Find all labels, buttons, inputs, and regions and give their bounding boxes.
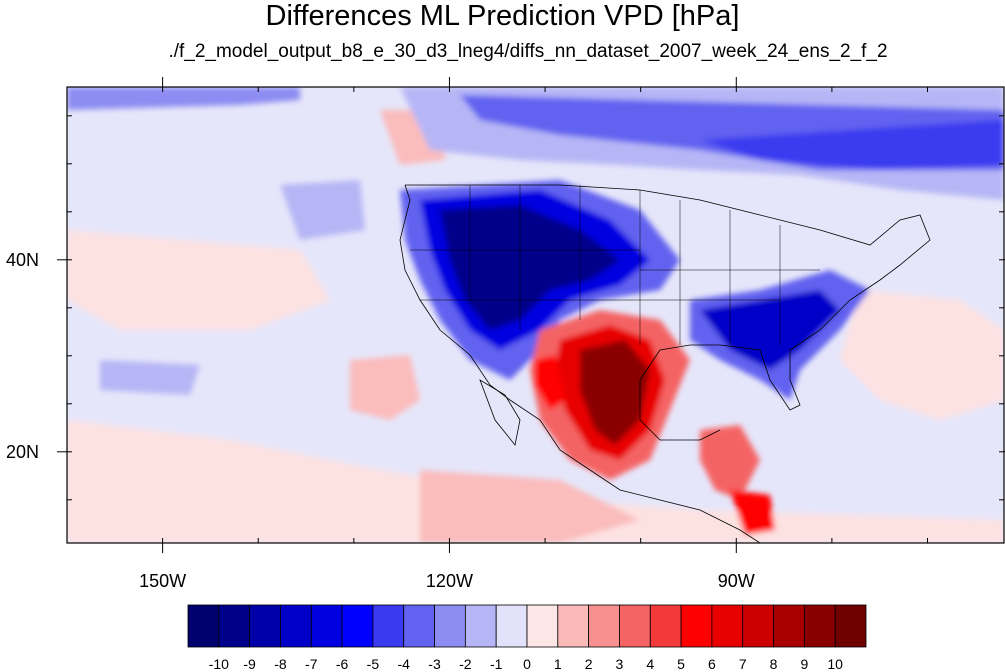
state-boundaries [410, 185, 820, 345]
lat-tick-label: 20N [6, 441, 40, 462]
map-field [67, 87, 1004, 543]
colorbar-box [526, 604, 559, 648]
coastline [399, 184, 931, 543]
colorbar-box [495, 604, 528, 648]
colorbar-box [557, 604, 590, 648]
colorbar-box [742, 604, 774, 648]
colorbar-box [803, 604, 836, 648]
lon-tick-label: 150W [139, 571, 187, 591]
lon-tick-label: 90W [717, 571, 755, 591]
lon-tick-label: 120W [425, 571, 473, 591]
colorbar-level-label: 3 [615, 656, 624, 672]
colorbar-level-label: 8 [769, 656, 778, 672]
colorbar-level-label: 10 [827, 656, 843, 672]
lat-tick-label: 40N [6, 249, 40, 270]
colorbar-level-label: -3 [428, 656, 441, 672]
map-frame [66, 86, 1005, 544]
colorbar-level-label: -7 [305, 656, 318, 672]
colorbar-level-label: -4 [397, 656, 410, 672]
map-subtitle: ./f_2_model_output_b8_e_30_d3_lneg4/diff… [168, 41, 888, 62]
colorbar-level-label: -6 [335, 656, 349, 672]
colorbar-box [187, 604, 220, 648]
colorbar-box [372, 604, 405, 648]
colorbar-level-label: 1 [553, 656, 562, 672]
colorbar-box [218, 604, 251, 648]
colorbar-box [341, 604, 374, 648]
colorbar-level-label: -2 [459, 656, 472, 672]
colorbar-level-label: -5 [366, 656, 380, 672]
colorbar-box [310, 604, 343, 648]
colorbar-box [588, 604, 620, 648]
colorbar-level-label: 4 [646, 656, 655, 672]
colorbar-box [434, 604, 466, 648]
colorbar-level-label: -1 [489, 656, 503, 672]
colorbar-level-label: 0 [523, 656, 531, 672]
colorbar-box [680, 604, 713, 648]
colorbar-box [280, 604, 312, 648]
colorbar-level-label: 2 [584, 656, 593, 672]
axis-ticks [57, 77, 1005, 553]
colorbar-box [773, 604, 805, 648]
colorbar-box [619, 604, 651, 648]
colorbar-box [834, 604, 867, 648]
colorbar-box [403, 604, 435, 648]
colorbar-level-label: 7 [738, 656, 747, 672]
colorbar-level-label: -8 [274, 656, 287, 672]
colorbar-level-label: 6 [708, 656, 716, 672]
colorbar-box [464, 604, 497, 648]
colorbar-box [711, 604, 744, 648]
map-title: Differences ML Prediction VPD [hPa] [265, 0, 740, 32]
colorbar-level-label: -10 [208, 656, 229, 672]
colorbar-box [249, 604, 281, 648]
colorbar-box [649, 604, 682, 648]
colorbar-level-label: 5 [677, 656, 685, 672]
colorbar-level-label: 9 [800, 656, 809, 672]
colorbar-level-label: -9 [243, 656, 256, 672]
